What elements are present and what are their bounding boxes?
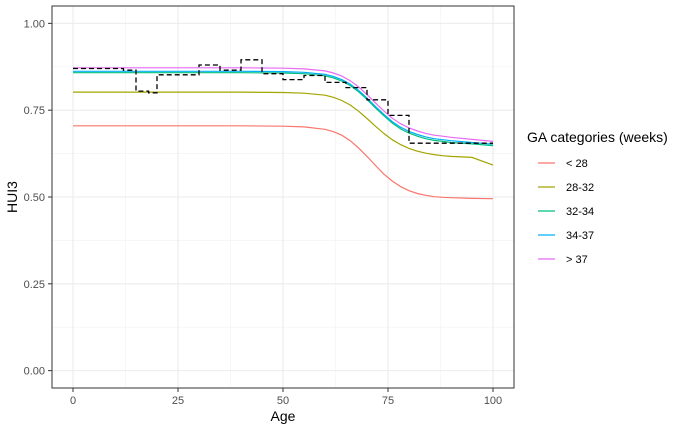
y-tick-label: 0.75 [24, 105, 45, 117]
x-axis-title: Age [271, 408, 296, 424]
legend-label: 34-37 [566, 230, 594, 242]
legend-label: > 37 [566, 254, 588, 266]
legend-label: 32-34 [566, 206, 594, 218]
legend-label: < 28 [566, 158, 588, 170]
x-tick-label: 0 [70, 395, 76, 407]
x-tick-label: 100 [484, 395, 502, 407]
legend: GA categories (weeks) < 28 28-32 32-34 34-3… [527, 129, 668, 266]
y-axis-title: HUI3 [4, 181, 20, 213]
x-tick-label: 25 [172, 395, 184, 407]
y-tick-label: 0.50 [24, 192, 45, 204]
y-tick-label: 0.00 [24, 366, 45, 378]
gridlines [52, 6, 514, 388]
x-tick-label: 75 [382, 395, 394, 407]
series-lines [73, 59, 494, 200]
legend-title: GA categories (weeks) [527, 129, 668, 145]
x-tick-label: 50 [277, 395, 289, 407]
observed-dashed-line [73, 59, 493, 144]
series-line-1 [73, 91, 494, 166]
y-tick-label: 0.25 [24, 279, 45, 291]
legend-label: 28-32 [566, 182, 594, 194]
series-line-0 [73, 125, 494, 200]
y-tick-label: 1.00 [24, 18, 45, 30]
axis-ticks: 0 25 50 75 100 0.00 0.25 0.50 0.75 1.00 [24, 18, 503, 407]
